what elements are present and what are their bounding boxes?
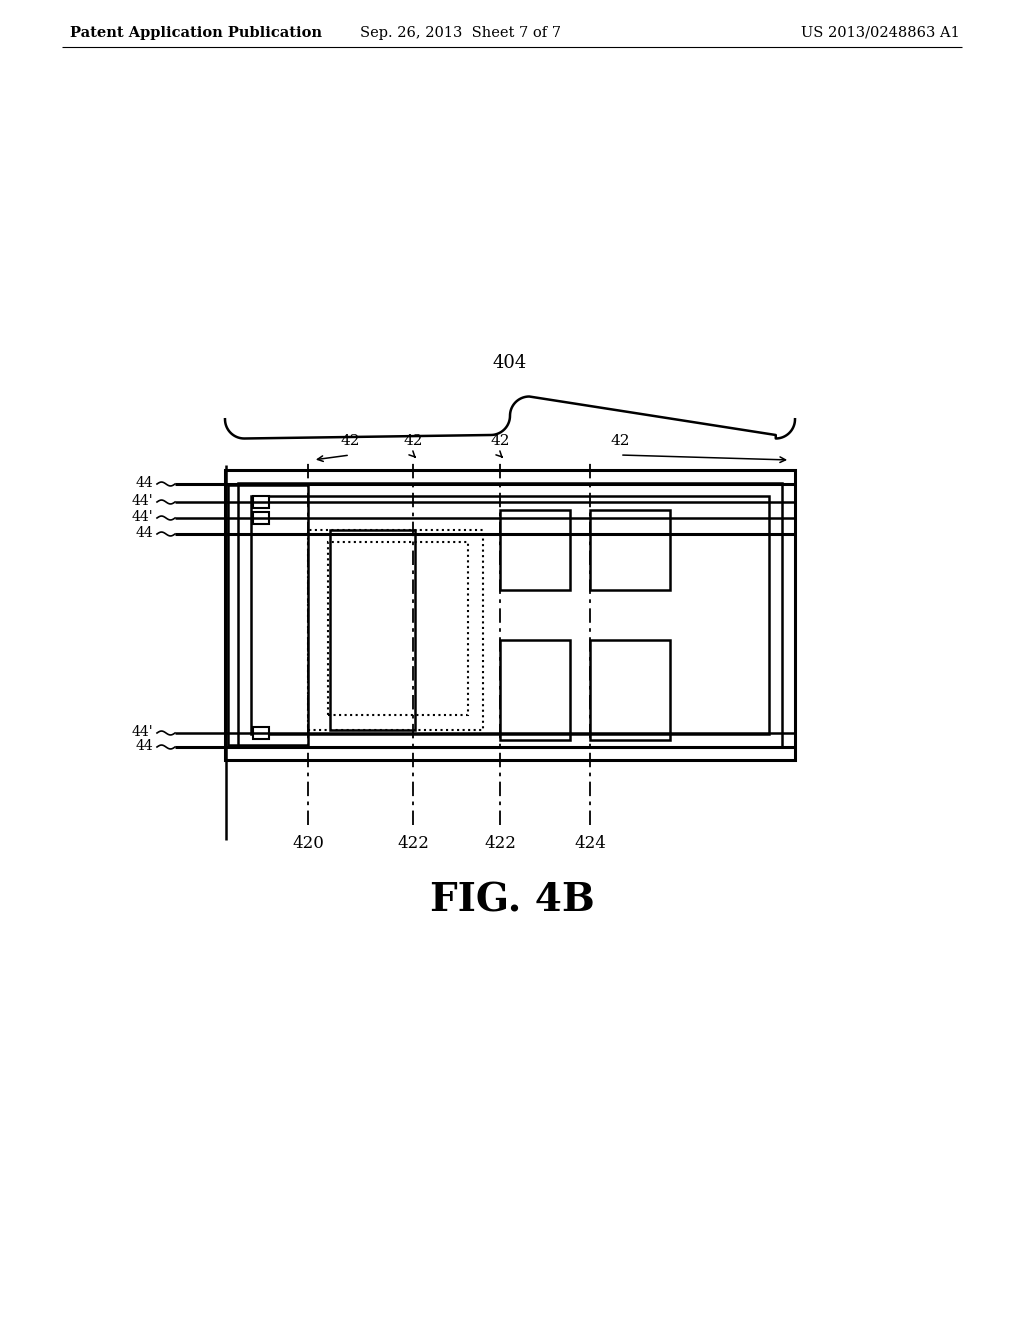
Bar — [500, 640, 570, 741]
Bar — [330, 531, 415, 730]
Bar — [238, 483, 782, 747]
Text: 44: 44 — [135, 477, 153, 490]
Bar — [225, 470, 795, 760]
Bar — [253, 496, 269, 508]
Bar — [253, 512, 269, 524]
Text: 44: 44 — [135, 739, 153, 752]
Text: 424: 424 — [574, 836, 606, 851]
Text: 420: 420 — [292, 836, 324, 851]
Text: 404: 404 — [493, 354, 527, 372]
Text: 422: 422 — [397, 836, 429, 851]
Text: US 2013/0248863 A1: US 2013/0248863 A1 — [801, 26, 961, 40]
Text: 44': 44' — [131, 725, 153, 739]
Text: 42: 42 — [403, 434, 423, 447]
Bar — [251, 496, 769, 734]
Text: 44': 44' — [131, 510, 153, 524]
Bar — [500, 510, 570, 590]
Bar — [228, 484, 308, 744]
Text: Sep. 26, 2013  Sheet 7 of 7: Sep. 26, 2013 Sheet 7 of 7 — [359, 26, 560, 40]
Text: Patent Application Publication: Patent Application Publication — [70, 26, 322, 40]
Text: 42: 42 — [340, 434, 359, 447]
Text: FIG. 4B: FIG. 4B — [430, 880, 594, 919]
Text: 42: 42 — [490, 434, 510, 447]
Text: 44: 44 — [135, 525, 153, 540]
Bar — [308, 531, 483, 730]
Bar — [328, 543, 468, 715]
Bar — [590, 510, 670, 590]
Text: 42: 42 — [610, 434, 630, 447]
Text: 44': 44' — [131, 494, 153, 508]
Text: 422: 422 — [484, 836, 516, 851]
Bar — [253, 727, 269, 739]
Bar — [590, 640, 670, 741]
